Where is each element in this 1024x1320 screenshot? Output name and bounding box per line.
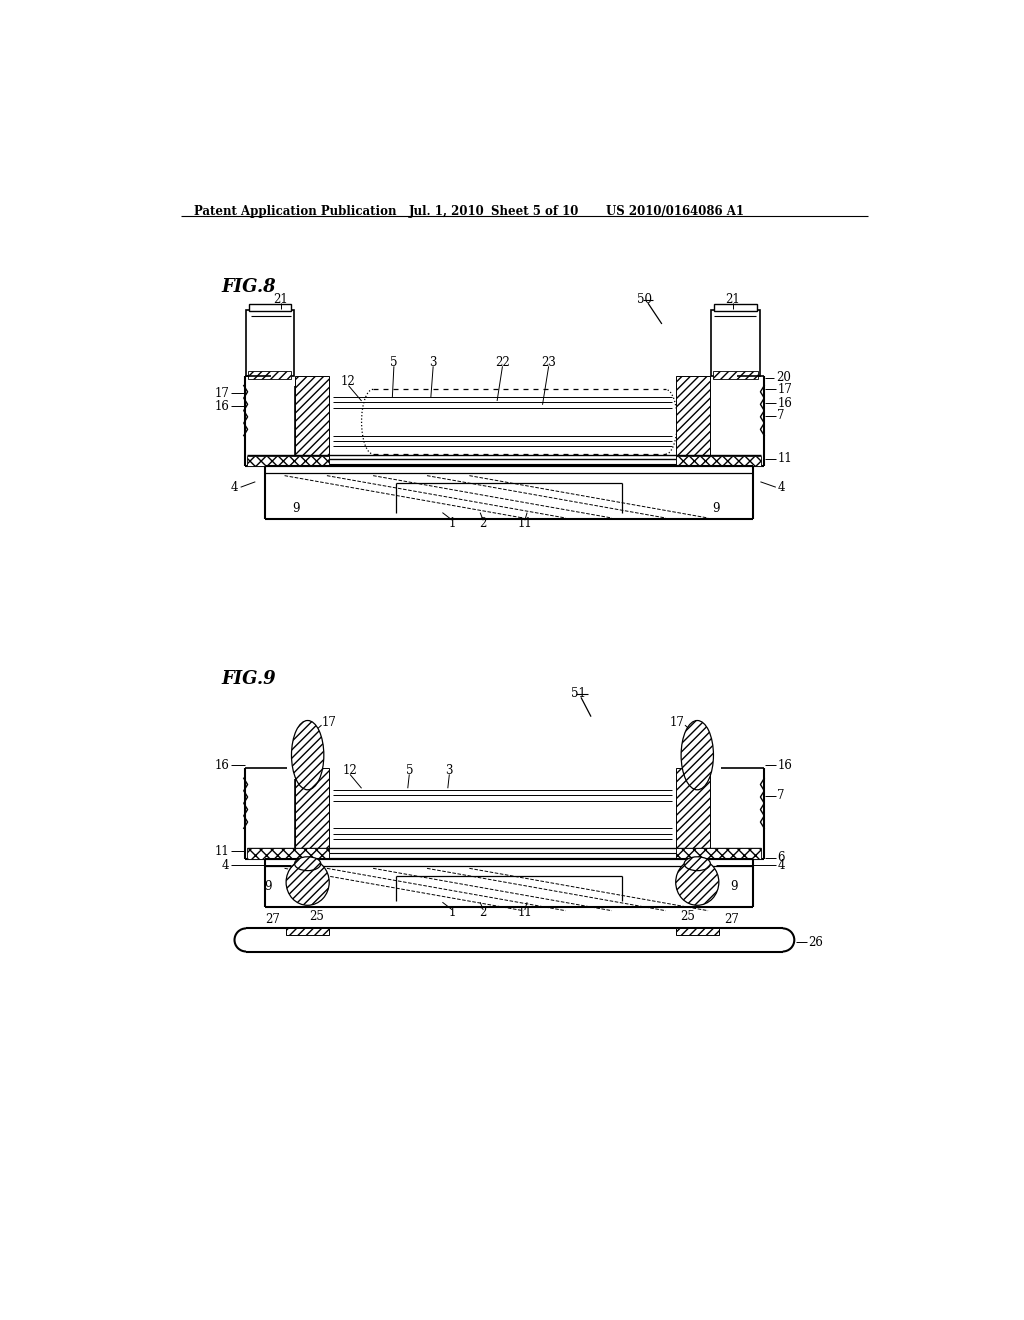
Bar [249,371,292,379]
Bar [247,849,330,859]
Text: 16: 16 [777,397,793,409]
Text: 23: 23 [542,356,556,370]
Bar [676,849,761,859]
Text: US 2010/0164086 A1: US 2010/0164086 A1 [606,205,744,218]
Text: 16: 16 [777,759,793,772]
Text: 17: 17 [777,383,793,396]
Text: 7: 7 [777,409,784,422]
Text: 9: 9 [264,880,271,894]
Text: 16: 16 [214,400,229,413]
Text: 5: 5 [390,356,397,370]
Ellipse shape [684,857,711,871]
Text: 6: 6 [777,851,784,865]
Text: 3: 3 [429,356,437,370]
Text: 4: 4 [777,480,784,494]
Text: 11: 11 [214,845,229,858]
Text: 17: 17 [322,715,337,729]
Text: 4: 4 [777,859,784,871]
Bar [676,455,761,466]
Text: 50: 50 [637,293,652,306]
Text: 7: 7 [777,789,784,803]
Text: Sheet 5 of 10: Sheet 5 of 10 [490,205,579,218]
Text: FIG.8: FIG.8 [221,277,276,296]
Text: 25: 25 [309,911,325,924]
Text: 11: 11 [517,907,532,920]
Text: 17: 17 [214,387,229,400]
Text: 2: 2 [479,907,486,920]
Text: 21: 21 [273,293,288,306]
Bar [246,310,294,376]
Text: 11: 11 [517,517,532,529]
Bar [676,768,710,858]
Ellipse shape [295,857,321,871]
Bar [676,928,719,935]
Text: 21: 21 [725,293,740,306]
Bar [714,304,758,312]
Text: 22: 22 [495,356,510,370]
Bar [711,310,761,376]
Text: 1: 1 [449,517,456,529]
Text: 4: 4 [230,480,239,494]
Text: 9: 9 [293,502,300,515]
Text: 3: 3 [445,764,453,777]
Text: 16: 16 [214,759,229,772]
Text: 17: 17 [670,715,685,729]
Ellipse shape [676,859,719,906]
Text: 12: 12 [341,375,356,388]
Text: 25: 25 [681,911,695,924]
Text: 12: 12 [343,764,357,777]
Text: 11: 11 [777,453,793,465]
Bar [286,928,330,935]
Bar [714,371,758,379]
Text: Patent Application Publication: Patent Application Publication [194,205,396,218]
Bar [676,376,710,462]
Bar [247,455,330,466]
Text: 2: 2 [479,517,486,529]
Text: Jul. 1, 2010: Jul. 1, 2010 [410,205,485,218]
Text: 4: 4 [221,859,229,871]
Text: 9: 9 [730,880,738,894]
Text: 27: 27 [265,912,281,925]
Text: 51: 51 [571,686,586,700]
Ellipse shape [286,859,330,906]
Text: FIG.9: FIG.9 [221,671,276,689]
Text: 5: 5 [406,764,413,777]
Text: 26: 26 [808,936,823,949]
Bar [295,768,330,858]
Bar [295,376,330,462]
Text: 1: 1 [449,907,456,920]
Text: 20: 20 [776,371,791,384]
Text: 27: 27 [724,912,738,925]
Ellipse shape [681,721,714,789]
Text: 9: 9 [712,502,720,515]
Bar [249,304,291,312]
Ellipse shape [292,721,324,789]
